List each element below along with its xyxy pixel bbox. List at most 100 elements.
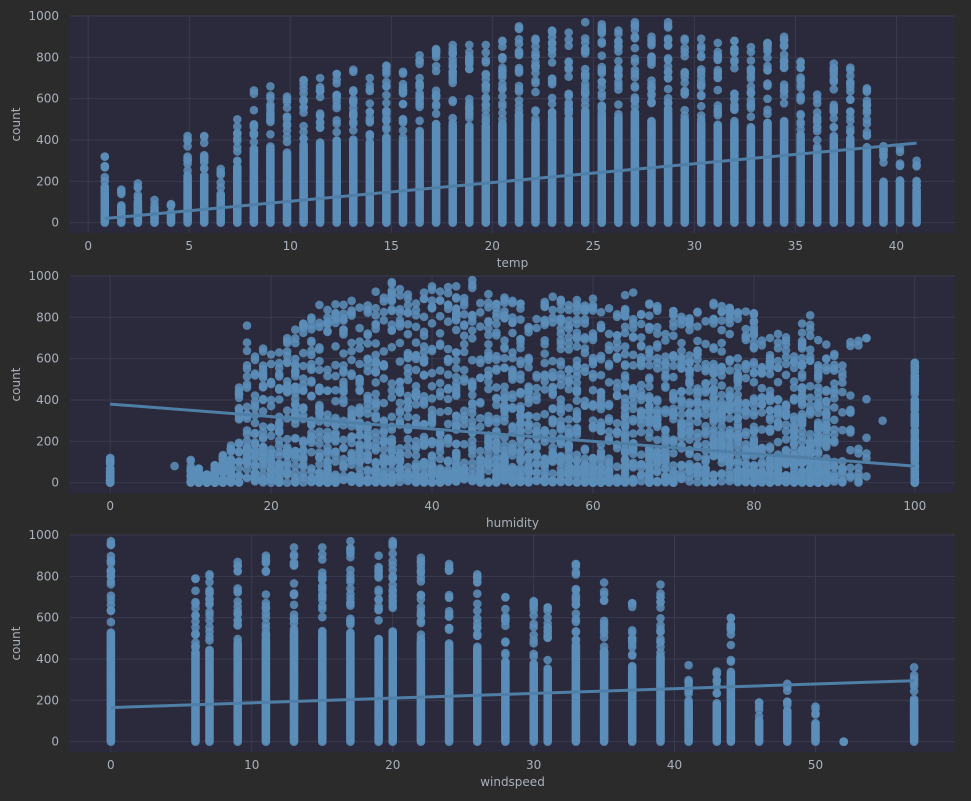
data-point — [382, 61, 391, 70]
data-point — [498, 102, 507, 111]
data-point — [763, 80, 772, 90]
data-point — [435, 311, 445, 321]
data-point — [597, 67, 607, 76]
data-point — [431, 120, 441, 129]
data-point — [398, 99, 408, 109]
data-point — [282, 126, 292, 135]
data-point — [365, 99, 375, 108]
data-point — [492, 299, 501, 309]
data-point — [531, 78, 540, 88]
data-point — [514, 47, 524, 56]
data-point — [382, 114, 391, 123]
data-point — [779, 40, 789, 50]
data-point — [282, 148, 292, 157]
data-point — [604, 304, 614, 313]
temp-x-axis-label: temp — [497, 256, 528, 270]
data-point — [846, 63, 855, 72]
data-point — [431, 109, 441, 119]
data-point — [713, 108, 723, 118]
temp-y-tick-label: 800 — [36, 50, 59, 64]
data-point — [547, 76, 557, 86]
data-point — [448, 78, 458, 88]
data-point — [443, 317, 453, 327]
temp-y-axis-label: count — [9, 107, 23, 141]
data-point — [332, 103, 342, 113]
data-point — [713, 47, 723, 57]
data-point — [862, 84, 872, 93]
data-point — [216, 164, 225, 174]
data-point — [680, 105, 689, 115]
data-point — [812, 90, 822, 99]
data-point — [796, 109, 805, 119]
data-point — [663, 73, 673, 82]
data-point — [435, 407, 445, 417]
data-point — [150, 203, 159, 213]
data-point — [829, 131, 839, 141]
data-point — [805, 393, 815, 403]
data-point — [233, 115, 242, 124]
data-point — [696, 51, 706, 61]
data-point — [431, 61, 441, 71]
data-point — [796, 57, 805, 66]
data-point — [829, 67, 839, 76]
data-point — [349, 98, 358, 108]
data-point — [382, 125, 391, 134]
data-point — [117, 201, 126, 210]
data-point — [645, 433, 654, 442]
data-point — [199, 171, 209, 180]
data-point — [647, 89, 656, 99]
data-point — [498, 63, 507, 73]
data-point — [371, 378, 381, 387]
data-point — [680, 43, 689, 53]
data-point — [476, 446, 485, 456]
data-point — [713, 55, 723, 65]
data-point — [531, 87, 540, 97]
data-point — [242, 346, 252, 356]
data-point — [730, 102, 739, 111]
data-point — [531, 51, 540, 61]
data-point — [830, 379, 839, 388]
data-point — [427, 477, 437, 487]
data-point — [572, 396, 582, 405]
data-point — [614, 85, 623, 94]
data-point — [680, 34, 689, 43]
data-point — [332, 136, 342, 145]
data-point — [233, 129, 242, 138]
data-point — [233, 143, 242, 152]
data-point — [597, 51, 607, 60]
data-point — [315, 356, 324, 366]
data-point — [233, 157, 242, 166]
data-point — [249, 145, 259, 154]
data-point — [846, 87, 855, 96]
data-point — [166, 199, 176, 209]
data-point — [266, 112, 275, 121]
temp-x-tick-label: 10 — [283, 239, 298, 253]
data-point — [199, 164, 209, 173]
data-point — [199, 152, 209, 161]
data-point — [749, 377, 759, 387]
data-point — [331, 396, 340, 406]
data-point — [547, 50, 557, 59]
data-point — [879, 177, 888, 186]
data-point — [249, 128, 259, 138]
data-point — [717, 469, 726, 478]
data-point — [419, 312, 429, 322]
data-point — [514, 101, 524, 110]
data-point — [717, 381, 726, 390]
data-point — [696, 41, 706, 51]
data-point — [647, 98, 656, 108]
data-point — [547, 38, 557, 47]
data-point — [274, 372, 284, 381]
data-point — [531, 61, 540, 71]
data-point — [349, 86, 358, 95]
data-point — [216, 178, 225, 187]
data-point — [630, 93, 640, 102]
data-point — [730, 55, 739, 65]
data-point — [912, 181, 921, 190]
data-point — [636, 419, 646, 429]
data-point — [630, 83, 640, 92]
data-point — [382, 106, 391, 116]
data-point — [291, 338, 300, 348]
temp-points — [100, 17, 921, 227]
data-point — [812, 117, 822, 126]
